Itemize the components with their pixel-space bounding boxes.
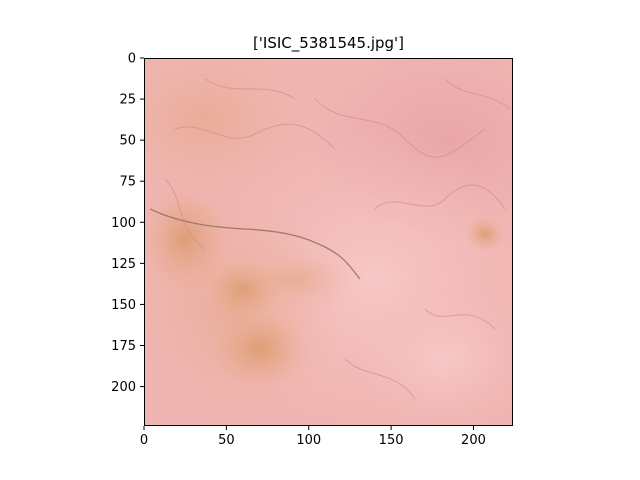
image-frame (144, 58, 513, 426)
y-tick-label: 125 (111, 257, 136, 272)
y-tick-label: 75 (119, 175, 136, 190)
y-tick-label: 0 (128, 52, 136, 67)
y-tick-label: 100 (111, 216, 136, 231)
y-tick-label: 175 (111, 339, 136, 354)
skin-lesion-image (145, 59, 512, 425)
y-tick-label: 150 (111, 298, 136, 313)
y-tick-label: 200 (111, 380, 136, 395)
x-tick-label: 100 (296, 433, 321, 448)
x-tick-label: 50 (218, 433, 235, 448)
x-tick-label: 0 (140, 433, 148, 448)
x-tick-label: 150 (379, 433, 404, 448)
y-tick-label: 25 (119, 93, 136, 108)
x-tick-label: 200 (461, 433, 486, 448)
plot-title: ['ISIC_5381545.jpg'] (252, 34, 405, 52)
y-tick-label: 50 (119, 134, 136, 149)
